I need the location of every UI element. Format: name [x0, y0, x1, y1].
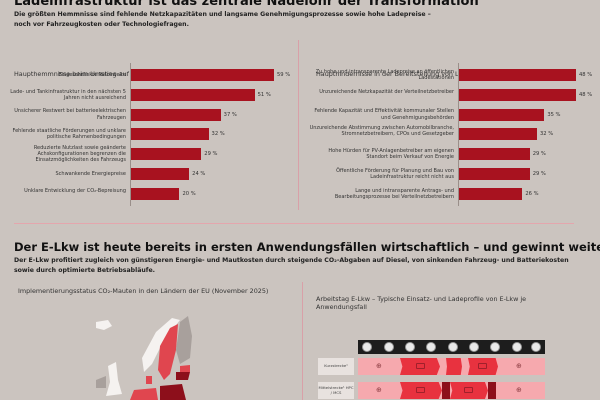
- bar: [131, 187, 180, 200]
- plug-icon: ⊕: [516, 362, 522, 370]
- bar-category-label: Lange und intransparente Antrags- und Be…: [334, 187, 454, 200]
- timeline-row-mittelstrecke: ⊕ ⊕: [358, 382, 545, 399]
- bar-category-label: Unzureichende Abstimmung zwischen Automo…: [309, 125, 454, 138]
- bar: [131, 148, 202, 161]
- bar: [131, 108, 221, 121]
- map-denmark: [146, 376, 152, 384]
- charge-stop: [442, 382, 450, 399]
- bar-category-label: Eingeschränkte Reichweite: [58, 71, 126, 78]
- chart-hindernisse: Zu hohe und intransparente Ladepreise an…: [300, 0, 600, 220]
- drive-segment: [400, 358, 440, 375]
- timeline-title: Arbeitstag E-Lkw – Typische Einsatz- und…: [316, 295, 527, 311]
- map-title: Implementierungsstatus CO₂-Mauten in den…: [18, 287, 269, 295]
- bar: [459, 148, 530, 161]
- clock-icon: [362, 342, 372, 352]
- bar-category-label: Unzureichende Netzkapazität der Verteiln…: [319, 88, 454, 95]
- map-iceland: [96, 320, 112, 330]
- bar: [459, 128, 537, 141]
- bar-category-label: Unsicherer Restwert bei batterieelektris…: [14, 108, 126, 121]
- map-ireland: [96, 376, 106, 388]
- chart2-title: Haupthindernisse in der Bereitstellung v…: [316, 70, 511, 78]
- clock-icon: [405, 342, 415, 352]
- truck-icon: [416, 387, 425, 393]
- plug-icon: ⊕: [516, 386, 522, 394]
- clock-icon: [426, 342, 436, 352]
- chart1-title: Haupthemmnisse beim Umstieg auf alternat…: [14, 70, 236, 78]
- clock-icon: [448, 342, 458, 352]
- bar-value-label: 24 %: [192, 171, 206, 177]
- timeline-clock-bar: [358, 340, 545, 354]
- section-divider: [14, 223, 574, 224]
- bar-value-label: 20 %: [182, 190, 196, 197]
- drive-segment: [400, 382, 442, 399]
- map-sweden: [158, 324, 178, 380]
- clock-icon: [469, 342, 479, 352]
- bar-value-label: 59 %: [277, 72, 291, 78]
- bar-value-label: 29 %: [204, 151, 218, 158]
- section1-lead: Die größten Hemmnisse sind fehlende Netz…: [14, 11, 431, 28]
- bar-value-label: 29 %: [532, 171, 546, 177]
- drive-segment: [446, 358, 462, 375]
- bar-value-label: 32 %: [540, 131, 554, 138]
- clock-icon: [512, 342, 522, 352]
- map-germany: [130, 388, 158, 400]
- panel-divider: [298, 40, 299, 210]
- bar-value-label: 51 %: [257, 91, 271, 98]
- drive-segment: [468, 358, 498, 375]
- timeline-row-kurzstrecke: ⊕ ⊕: [358, 358, 545, 375]
- bar-value-label: 48 %: [579, 72, 593, 78]
- bar-category-label: Schwankende Energiepreise: [55, 170, 127, 177]
- bar-value-label: 48 %: [579, 91, 593, 98]
- truck-icon: [478, 363, 487, 369]
- clock-icon: [490, 342, 500, 352]
- map-finland: [176, 316, 192, 364]
- bar: [131, 128, 209, 141]
- panel-divider-2: [302, 282, 303, 400]
- section1-title: Ladeinfrastruktur ist das zentrale Nadel…: [14, 0, 479, 9]
- map-latvia: [176, 372, 190, 380]
- truck-icon: [416, 363, 425, 369]
- chart-hemmnisse: Eingeschränkte Reichweite 59 % Lade- und T…: [0, 0, 300, 220]
- bar: [459, 69, 576, 81]
- timeline-row-label: Mittelstrecke¹ HPC / MCS: [318, 382, 354, 399]
- bar: [459, 88, 576, 101]
- charge-stop: [488, 382, 496, 399]
- bar-category-label: Unklare Entwicklung der CO₂-Bepreisung: [24, 187, 126, 194]
- bar: [131, 88, 255, 101]
- chart-axis: [130, 63, 131, 206]
- plug-icon: ⊕: [376, 386, 382, 394]
- bar-category-label: Hohe Hürden für PV-Anlagenbetreiber am e…: [328, 148, 454, 161]
- drive-segment: [450, 382, 488, 399]
- bar-category-label: Zu hohe und intransparente Ladepreise an…: [315, 68, 454, 81]
- bar: [459, 168, 530, 180]
- bar-value-label: 35 %: [547, 111, 561, 118]
- bar-value-label: 37 %: [223, 111, 237, 118]
- bar: [459, 108, 545, 121]
- bar: [131, 69, 274, 81]
- truck-icon: [464, 387, 473, 393]
- chart-axis: [458, 63, 459, 206]
- bar: [131, 168, 190, 180]
- bar: [459, 187, 523, 200]
- section2-lead: Der E-Lkw profitiert zugleich von günsti…: [14, 257, 569, 274]
- clock-icon: [384, 342, 394, 352]
- map-uk: [106, 362, 122, 396]
- bar-category-label: Lade- und Tankinfrastruktur in den nächs…: [10, 88, 126, 101]
- bar-category-label: Reduzierte Nutzlast sowie geänderte Achs…: [33, 144, 126, 164]
- clock-icon: [531, 342, 541, 352]
- eu-map: [96, 316, 192, 400]
- bar-category-label: Fehlende staatliche Förderungen und unkl…: [12, 128, 126, 141]
- plug-icon: ⊕: [376, 362, 382, 370]
- bar-category-label: Öffentliche Förderung für Planung und Ba…: [336, 167, 454, 180]
- bar-value-label: 29 %: [532, 151, 546, 158]
- bar-value-label: 26 %: [525, 190, 539, 197]
- section2-title: Der E-Lkw ist heute bereits in ersten An…: [14, 240, 600, 254]
- bar-category-label: Fehlende Kapazität und Effektivität komm…: [314, 108, 454, 121]
- bar-value-label: 32 %: [211, 131, 225, 138]
- map-estonia: [180, 365, 190, 372]
- timeline-row-label: Kurzstrecke¹: [318, 358, 354, 375]
- map-poland: [160, 384, 186, 400]
